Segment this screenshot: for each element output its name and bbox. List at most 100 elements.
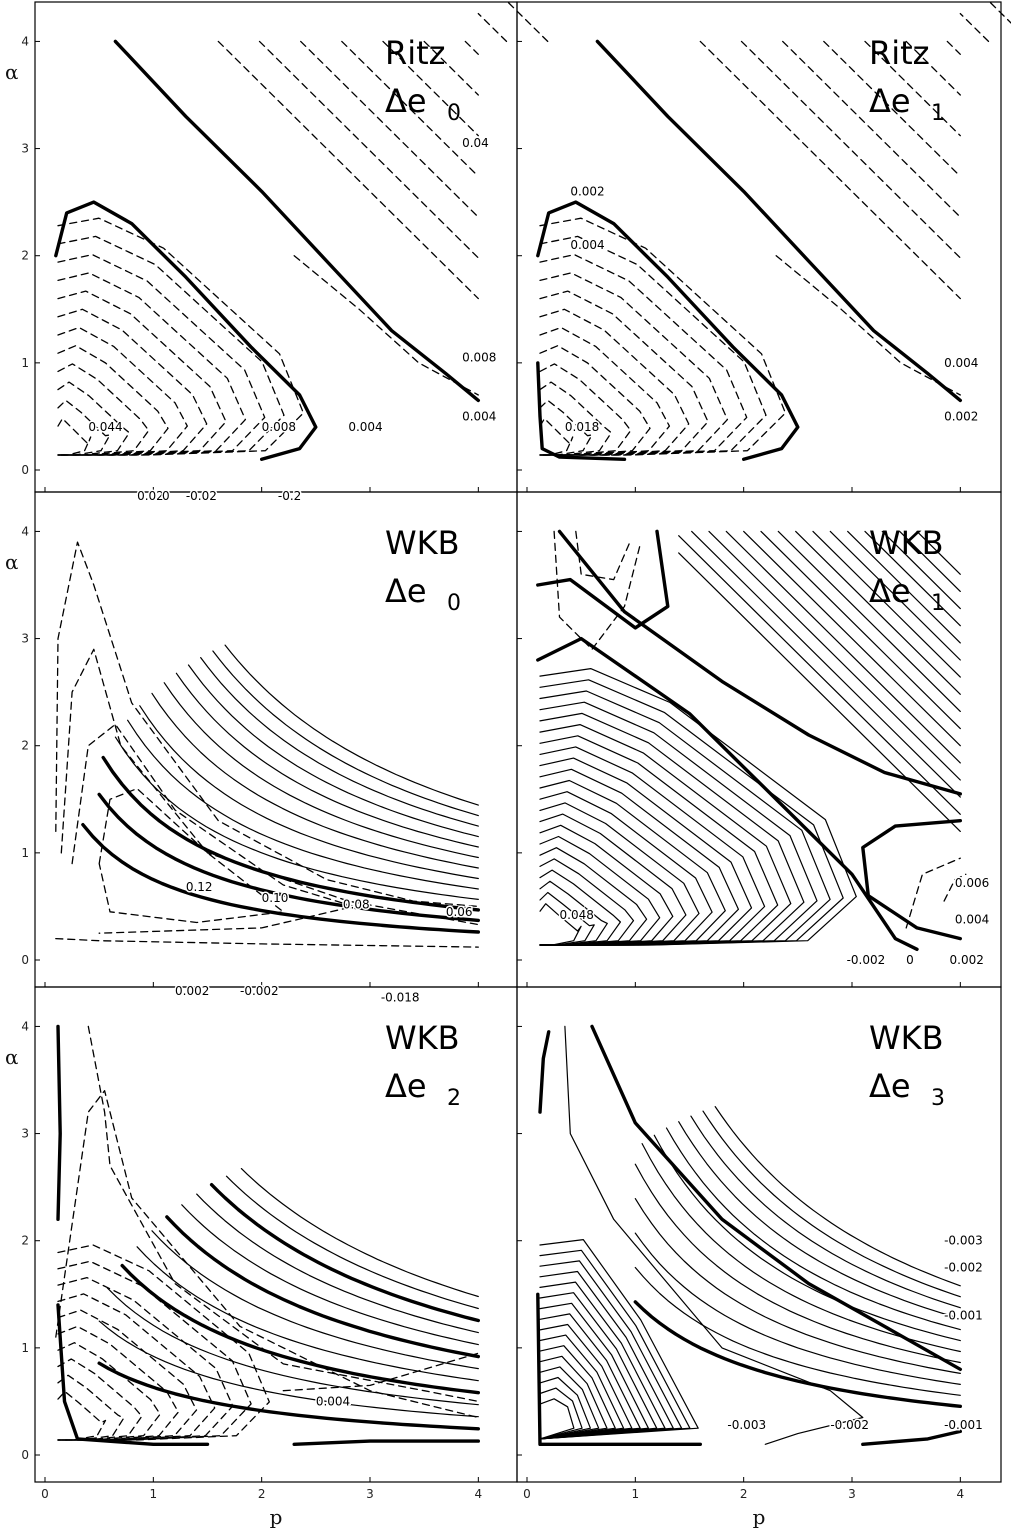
contour-line — [55, 937, 479, 948]
contour-line — [539, 290, 709, 456]
contour-line — [57, 1309, 198, 1441]
contour-line — [175, 672, 479, 848]
contour-label: 0.008 — [262, 420, 296, 434]
panel-method: WKB — [385, 1019, 460, 1057]
panel-quantity: Δe — [385, 82, 427, 120]
contour-line — [861, 819, 962, 941]
contour-label: -0.001 — [944, 1309, 983, 1323]
panel-wkb-de3: 0 1 2 3 4 p WKB Δe 3 -0.003 -0.002 -0.001 -0.003 -0.0… — [516, 986, 1002, 1529]
contour-line — [300, 40, 479, 218]
contour-line — [943, 873, 967, 902]
contour-line — [539, 1292, 658, 1440]
contour-line — [539, 308, 690, 456]
contour-line — [634, 1198, 961, 1374]
contour-line — [87, 1025, 479, 1403]
contour-line — [258, 40, 479, 259]
contour-lines — [55, 1024, 480, 1446]
contour-line — [225, 1175, 479, 1310]
contour-line — [539, 1323, 633, 1440]
panel-method: WKB — [869, 524, 944, 562]
contour-line — [690, 1115, 961, 1309]
contour-line — [293, 255, 479, 396]
x-tick-label: 3 — [366, 1487, 374, 1501]
contour-label: 0.06 — [446, 905, 473, 919]
contour-line — [71, 723, 355, 934]
contour-line — [136, 1246, 479, 1382]
contour-line — [120, 1263, 480, 1395]
contour-label: 0.08 — [343, 897, 370, 911]
panel-quantity: Δe — [869, 1067, 911, 1105]
contour-line — [946, 40, 961, 55]
contour-line — [98, 787, 284, 924]
contour-line — [775, 255, 961, 396]
contour-line — [536, 529, 670, 630]
contour-line — [57, 417, 92, 456]
contour-label: 0.044 — [88, 420, 122, 434]
y-tick-label: 0 — [21, 1448, 29, 1462]
contour-line — [539, 326, 671, 456]
panel-index: 0 — [447, 591, 461, 616]
contour-line — [60, 648, 479, 926]
contour-line — [54, 200, 318, 461]
contour-label: -0.2 — [278, 489, 301, 503]
contour-label: -0.002 — [830, 1418, 869, 1432]
y-tick-label: 2 — [21, 739, 29, 753]
panel-frame — [34, 1, 518, 493]
contour-line — [553, 530, 642, 650]
y-tick-label: 4 — [21, 524, 29, 538]
contour-label: 0.002 — [175, 984, 209, 998]
contour-line — [536, 200, 800, 461]
contour-line — [139, 705, 479, 880]
y-axis-label: α — [5, 550, 19, 574]
contour-line — [539, 1270, 674, 1440]
contour-line — [57, 1374, 125, 1441]
contour-line — [634, 1266, 961, 1396]
contour-line — [341, 40, 479, 178]
contour-line — [292, 1439, 480, 1446]
contour-line — [536, 361, 627, 461]
contour-line — [539, 1313, 641, 1440]
contour-label: -0.003 — [727, 1418, 766, 1432]
contour-lines — [536, 0, 1011, 461]
y-tick-label: 3 — [21, 1127, 29, 1141]
contour-label: 0.004 — [944, 356, 978, 370]
contour-line — [127, 719, 479, 890]
contour-line — [959, 12, 990, 43]
x-tick-label: 3 — [848, 1487, 856, 1501]
contour-label: 0.002 — [570, 184, 604, 198]
contour-line — [708, 530, 961, 781]
contour-line — [423, 40, 479, 96]
contour-line — [699, 40, 961, 300]
contour-line — [57, 363, 150, 456]
contour-line — [240, 1168, 479, 1298]
contour-line — [504, 0, 549, 43]
contour-line — [539, 891, 595, 946]
x-axis-label: p — [753, 1505, 766, 1529]
y-tick-label: 2 — [21, 1234, 29, 1248]
contour-line — [538, 1030, 551, 1114]
contour-line — [678, 1121, 961, 1320]
contour-line — [575, 530, 631, 581]
contour-lines — [54, 0, 549, 461]
contour-line — [905, 40, 961, 96]
contour-line — [57, 326, 188, 456]
contour-line — [812, 530, 961, 678]
contour-line — [641, 1143, 961, 1353]
y-tick-label: 0 — [21, 463, 29, 477]
contour-line — [98, 1320, 479, 1418]
contour-line — [224, 644, 479, 806]
contour-line — [653, 1134, 961, 1342]
contour-label: 0.004 — [955, 912, 989, 926]
contour-label: 0.002 — [950, 953, 984, 967]
contour-line — [539, 880, 608, 946]
contour-line — [55, 1090, 479, 1419]
contour-line — [57, 272, 247, 456]
contour-line — [539, 1260, 683, 1440]
contour-label: -0.002 — [847, 953, 886, 967]
contour-line — [101, 755, 480, 912]
contour-line — [212, 650, 479, 817]
contour-line — [539, 903, 582, 946]
